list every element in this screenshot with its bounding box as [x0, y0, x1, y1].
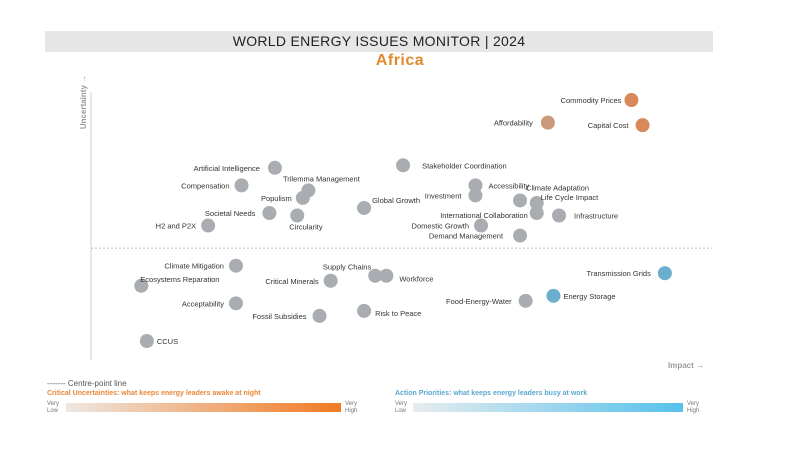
chart-title: WORLD ENERGY ISSUES MONITOR | 2024 — [45, 31, 713, 52]
action-priorities-legend: Action Priorities: what keeps energy lea… — [395, 390, 588, 397]
label-populism: Populism — [261, 194, 292, 203]
label-transmission-grids: Transmission Grids — [587, 269, 652, 278]
label-critical-minerals: Critical Minerals — [265, 277, 319, 286]
point-workforce — [379, 268, 394, 283]
label-infrastructure: Infrastructure — [574, 212, 618, 221]
point-fossil-subsidies — [312, 308, 327, 323]
point-circularity — [290, 208, 305, 223]
point-risk-to-peace — [357, 303, 372, 318]
point-life-cycle-impact — [529, 195, 544, 210]
point-demand-management — [513, 228, 528, 243]
label-climate-mitigation: Climate Mitigation — [164, 262, 224, 271]
label-h2-and-p2x: H2 and P2X — [156, 222, 196, 231]
label-commodity-prices: Commodity Prices — [561, 96, 622, 105]
y-axis-label: Uncertainty → — [79, 75, 88, 129]
x-axis-label: Impact → — [668, 361, 704, 370]
critical-uncertainties-legend: Critical Uncertainties: what keeps energ… — [47, 390, 261, 397]
point-food-energy-water — [518, 293, 533, 308]
label-ccus: CCUS — [157, 337, 178, 346]
action-gradient-bar — [413, 403, 683, 412]
label-life-cycle-impact: Life Cycle Impact — [541, 193, 599, 202]
point-societal-needs — [262, 205, 277, 220]
label-domestic-growth: Domestic Growth — [412, 222, 470, 231]
label-societal-needs: Societal Needs — [205, 209, 256, 218]
critical-scale-high: Very High — [345, 401, 358, 414]
label-compensation: Compensation — [181, 181, 229, 190]
point-ccus — [139, 334, 154, 348]
point-international-collaboration — [529, 205, 544, 220]
label-capital-cost: Capital Cost — [588, 121, 630, 130]
label-trilemma-management: Trilemma Management — [283, 174, 361, 183]
label-risk-to-peace: Risk to Peace — [375, 309, 421, 318]
action-scale-high: Very High — [687, 401, 700, 414]
label-food-energy-water: Food-Energy-Water — [446, 297, 512, 306]
label-artificial-intelligence: Artificial Intelligence — [194, 164, 260, 173]
point-accessibility — [468, 178, 483, 193]
centre-point-legend: ------- Centre-point line — [47, 379, 127, 388]
point-supply-chains — [368, 268, 383, 283]
label-supply-chains: Supply Chains — [323, 263, 372, 272]
label-energy-storage: Energy Storage — [563, 292, 615, 301]
critical-gradient-bar — [66, 403, 341, 412]
point-global-growth — [357, 200, 372, 215]
label-affordability: Affordability — [494, 119, 533, 128]
label-ecosystems-reparation: Ecosystems Reparation — [140, 275, 219, 284]
label-stakeholder-coordination: Stakeholder Coordination — [422, 161, 507, 170]
label-acceptability: Acceptability — [182, 299, 224, 308]
point-capital-cost — [635, 118, 650, 133]
point-acceptability — [228, 296, 243, 311]
point-transmission-grids — [657, 266, 672, 281]
point-energy-storage — [546, 288, 561, 303]
point-climate-mitigation — [228, 258, 243, 273]
label-investment: Investment — [425, 191, 463, 200]
point-compensation — [234, 178, 249, 193]
point-domestic-growth — [474, 218, 489, 233]
point-infrastructure — [552, 208, 567, 223]
label-international-collaboration: International Collaboration — [440, 211, 528, 220]
point-populism — [295, 190, 310, 205]
label-global-growth: Global Growth — [372, 196, 420, 205]
point-artificial-intelligence — [267, 160, 282, 175]
label-circularity: Circularity — [289, 223, 323, 232]
label-workforce: Workforce — [399, 275, 433, 284]
label-accessibility: Accessibility — [488, 181, 529, 190]
point-h2-and-p2x — [201, 218, 216, 233]
action-scale-low: Very Low — [395, 401, 408, 414]
point-stakeholder-coordination — [396, 158, 411, 173]
point-commodity-prices — [624, 93, 639, 108]
label-demand-management: Demand Management — [429, 232, 504, 241]
critical-scale-low: Very Low — [47, 401, 60, 414]
point-investment — [468, 188, 483, 203]
point-critical-minerals — [323, 273, 338, 288]
region-title: Africa — [375, 52, 425, 69]
point-climate-adaptation — [513, 193, 528, 208]
point-ecosystems-reparation — [134, 278, 149, 293]
label-fossil-subsidies: Fossil Subsidies — [252, 312, 306, 321]
point-affordability — [540, 115, 555, 130]
label-climate-adaptation: Climate Adaptation — [526, 183, 589, 192]
